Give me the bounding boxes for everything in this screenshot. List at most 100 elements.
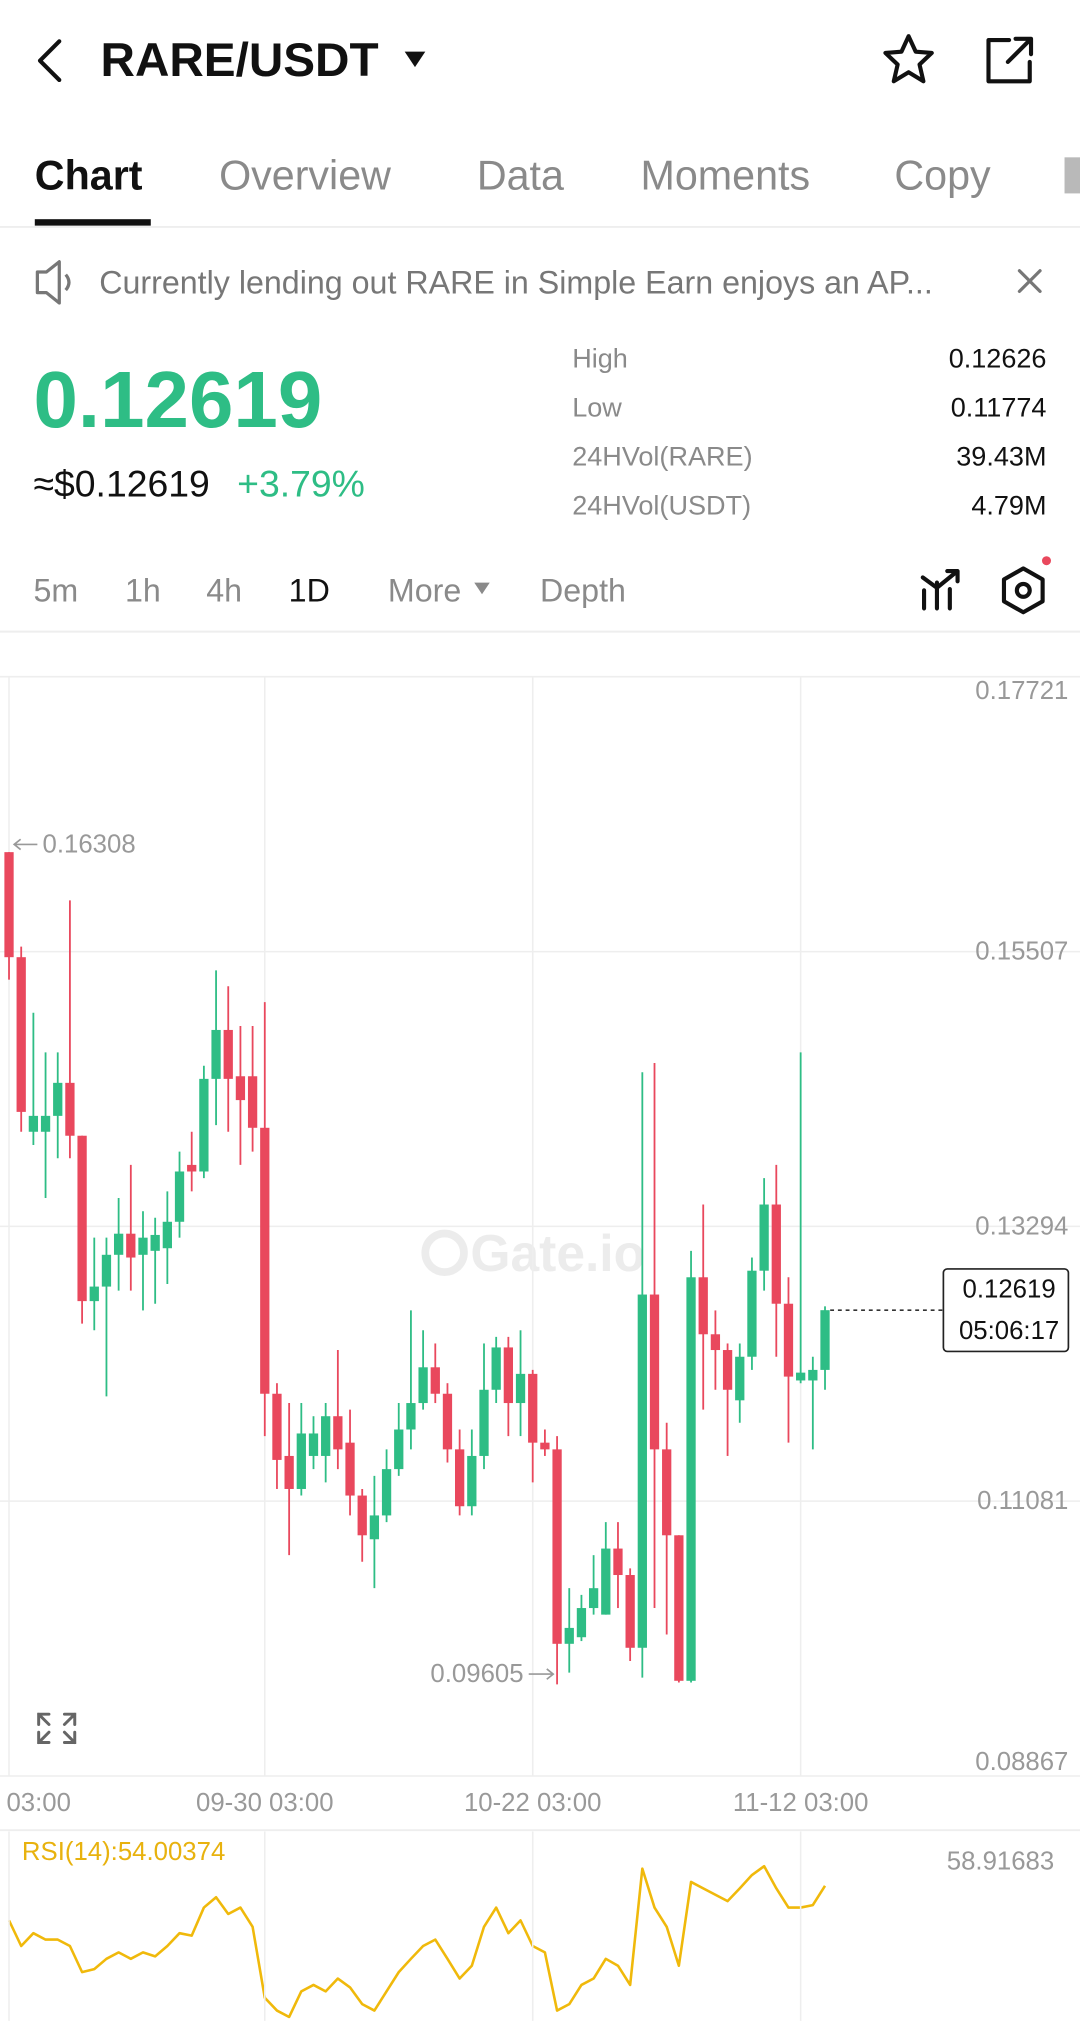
candle-body bbox=[357, 1495, 367, 1536]
interval[interactable]: Depth bbox=[540, 572, 626, 608]
interval[interactable]: 5m bbox=[34, 572, 79, 608]
interval[interactable]: 1D bbox=[289, 572, 330, 608]
min-arrow bbox=[528, 1668, 555, 1680]
candle-body bbox=[28, 1115, 39, 1132]
tab-overflow bbox=[1064, 157, 1080, 194]
fullscreen-button[interactable] bbox=[37, 1712, 77, 1745]
tab[interactable]: Data bbox=[477, 152, 564, 198]
candle-body bbox=[150, 1234, 160, 1251]
candle-body bbox=[16, 957, 26, 1112]
tab-indicator bbox=[34, 219, 151, 226]
candle-body bbox=[783, 1303, 794, 1377]
candle-body bbox=[113, 1233, 124, 1255]
tab[interactable]: Copy bbox=[894, 152, 991, 198]
candle-body bbox=[223, 1029, 233, 1079]
indicator-button[interactable] bbox=[920, 568, 960, 611]
notice-text[interactable]: Currently lending out RARE in Simple Ear… bbox=[99, 264, 933, 300]
share-button[interactable] bbox=[986, 36, 1034, 84]
candle-body bbox=[515, 1373, 526, 1404]
candle-body bbox=[564, 1627, 574, 1644]
last-price-box bbox=[942, 1268, 1070, 1353]
candle-body bbox=[272, 1393, 282, 1460]
candle-body bbox=[576, 1608, 587, 1638]
candle-body bbox=[649, 1294, 660, 1450]
candle-body bbox=[126, 1233, 136, 1258]
candle-body bbox=[260, 1127, 270, 1394]
tab[interactable]: Overview bbox=[219, 152, 391, 198]
candle-body bbox=[333, 1416, 343, 1450]
close-notice[interactable] bbox=[1017, 269, 1042, 293]
candle-body bbox=[467, 1455, 477, 1507]
candle-body bbox=[796, 1372, 806, 1381]
candle-body bbox=[442, 1393, 453, 1450]
tab[interactable]: Chart bbox=[35, 152, 143, 198]
y-tick-label: 0.15507 bbox=[975, 938, 1068, 966]
candle-body bbox=[686, 1277, 696, 1681]
candle-body bbox=[345, 1442, 355, 1496]
candle-body bbox=[4, 852, 14, 958]
rsi-title: RSI(14):54.00374 bbox=[22, 1838, 225, 1866]
stat-value: 4.79M bbox=[971, 490, 1046, 520]
speaker-icon bbox=[35, 260, 71, 305]
min-price-label: 0.09605 bbox=[430, 1660, 523, 1688]
interval[interactable]: 4h bbox=[206, 572, 242, 608]
x-tick-label: 10-22 03:00 bbox=[464, 1789, 602, 1817]
y-tick-label: 0.08867 bbox=[975, 1748, 1068, 1776]
notification-dot bbox=[1041, 556, 1052, 566]
candle-body bbox=[321, 1416, 331, 1456]
rsi-plot bbox=[7, 1864, 827, 2019]
candle-body bbox=[455, 1449, 465, 1507]
candle-body bbox=[89, 1286, 99, 1302]
candle-body bbox=[662, 1449, 672, 1536]
rsi-line bbox=[7, 1864, 827, 2019]
candle-body bbox=[771, 1204, 781, 1304]
stat-label: High bbox=[572, 343, 628, 373]
candle-body bbox=[418, 1367, 428, 1404]
candle-body bbox=[747, 1270, 757, 1357]
candle-body bbox=[187, 1164, 197, 1172]
interval[interactable]: 1h bbox=[125, 572, 161, 608]
candle-body bbox=[479, 1389, 489, 1456]
max-price-label: 0.16308 bbox=[43, 830, 136, 858]
candle-body bbox=[637, 1294, 647, 1648]
stat-value: 0.11774 bbox=[951, 392, 1047, 422]
candle-body bbox=[820, 1310, 830, 1370]
x-tick-label: 03:00 bbox=[6, 1789, 70, 1817]
x-tick-label: 11-12 03:00 bbox=[733, 1789, 869, 1817]
settings-button[interactable] bbox=[1001, 566, 1045, 615]
tab[interactable]: Moments bbox=[641, 152, 811, 198]
candle-body bbox=[735, 1356, 745, 1401]
more-dropdown[interactable] bbox=[474, 582, 490, 595]
candle-body bbox=[540, 1442, 550, 1450]
candle-body bbox=[138, 1237, 148, 1255]
pair-dropdown[interactable] bbox=[404, 51, 426, 68]
countdown-label: 05:06:17 bbox=[959, 1317, 1059, 1345]
candle-body bbox=[101, 1254, 112, 1287]
candle-body bbox=[308, 1433, 319, 1456]
candle-body bbox=[588, 1588, 599, 1609]
favorite-star[interactable] bbox=[883, 34, 934, 84]
candle-body bbox=[601, 1548, 611, 1615]
y-tick-label: 0.11081 bbox=[977, 1487, 1068, 1515]
candle-body bbox=[235, 1076, 246, 1101]
candle-body bbox=[53, 1082, 63, 1116]
candle-body bbox=[808, 1369, 818, 1381]
candle-body bbox=[174, 1171, 185, 1222]
candle-body bbox=[381, 1469, 392, 1516]
interval[interactable]: More bbox=[388, 572, 461, 608]
candle-body bbox=[722, 1350, 733, 1390]
stat-value: 0.12626 bbox=[949, 343, 1047, 373]
y-tick-label: 58.91683 bbox=[947, 1848, 1054, 1876]
stat-label: 24HVol(USDT) bbox=[572, 490, 751, 520]
watermark: Gate.io bbox=[470, 1224, 645, 1282]
candle-body bbox=[491, 1347, 501, 1390]
candle-body bbox=[394, 1429, 404, 1470]
candle-body bbox=[162, 1221, 172, 1249]
back-button[interactable] bbox=[37, 39, 62, 83]
x-tick-label: 09-30 03:00 bbox=[196, 1789, 334, 1817]
y-tick-label: 0.13294 bbox=[975, 1212, 1068, 1240]
pair-title[interactable]: RARE/USDT bbox=[101, 34, 379, 87]
